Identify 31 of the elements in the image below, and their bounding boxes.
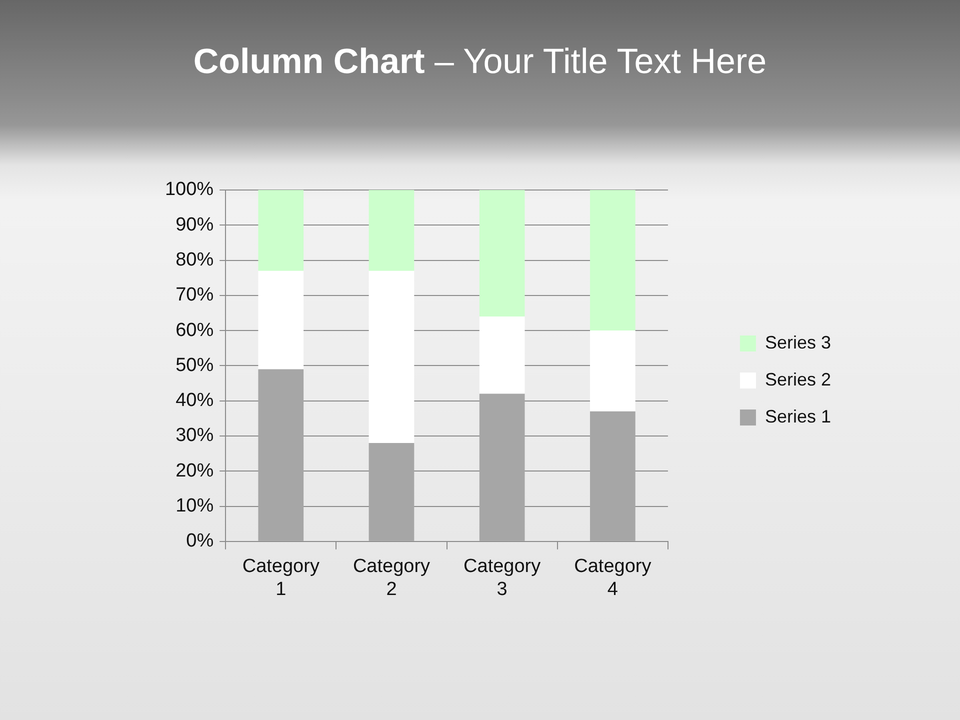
y-tick-label: 60% <box>176 320 214 341</box>
y-tick-label: 70% <box>176 284 214 306</box>
legend-label: Series 1 <box>764 406 832 426</box>
y-tick-label: 40% <box>176 390 214 412</box>
bar <box>368 443 414 541</box>
bar <box>590 411 636 541</box>
bar <box>590 190 636 331</box>
y-tick-label: 80% <box>176 250 214 271</box>
x-tick-label: Category 4 <box>574 556 652 600</box>
y-tick-label: 20% <box>176 460 214 482</box>
y-tick-label: 0% <box>186 530 214 552</box>
y-tick-label: 90% <box>176 214 214 236</box>
x-tick-label: Category 2 <box>352 556 431 600</box>
y-tick-label: 100% <box>164 179 214 200</box>
legend-label: Series 2 <box>764 369 832 390</box>
x-tick-label: Category 3 <box>464 556 542 600</box>
bar <box>368 190 414 271</box>
bar <box>479 316 525 394</box>
x-tick-label: Category 1 <box>242 556 320 600</box>
y-tick-label: 10% <box>176 495 214 516</box>
bar <box>258 369 304 541</box>
bar <box>258 190 304 271</box>
y-tick-label: 30% <box>176 425 214 446</box>
bar <box>368 270 414 444</box>
y-tick-label: 50% <box>176 354 214 376</box>
chart-title: Column Chart – Your Title Text Here <box>192 41 768 83</box>
bar <box>479 190 525 317</box>
bar <box>590 330 636 412</box>
legend-label: Series 3 <box>764 332 832 352</box>
bar <box>258 270 304 370</box>
bar <box>479 394 525 541</box>
